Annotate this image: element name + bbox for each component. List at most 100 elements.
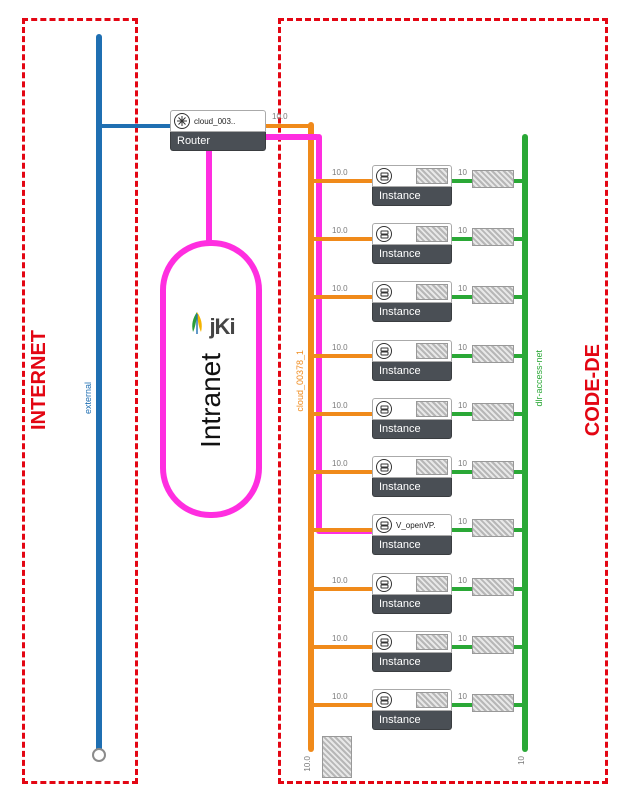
- zone-internet-label: INTERNET: [28, 330, 51, 430]
- instance-node[interactable]: Instance: [372, 631, 452, 672]
- server-icon: [376, 284, 392, 300]
- stub-private-left: [314, 587, 372, 591]
- instance-node[interactable]: Instance: [372, 456, 452, 497]
- instance-name-obscured: [416, 343, 448, 359]
- instance-head: [372, 223, 452, 245]
- instance-head: [372, 631, 452, 653]
- instance-body-label: Instance: [372, 653, 452, 672]
- instance-body-label: Instance: [372, 478, 452, 497]
- stub-access-right-ip: 10: [458, 401, 467, 410]
- instance-node[interactable]: Instance: [372, 340, 452, 381]
- instance-head: [372, 340, 452, 362]
- instance-node[interactable]: Instance: [372, 689, 452, 730]
- stub-private-left-ip: 10.0: [332, 692, 348, 701]
- instance-head: [372, 573, 452, 595]
- jki-logo-text: jKi: [209, 314, 234, 340]
- instance-head: [372, 398, 452, 420]
- instance-body-label: Instance: [372, 187, 452, 206]
- stub-private-left: [314, 470, 372, 474]
- instance-head: V_openVP.: [372, 514, 452, 536]
- server-icon: [376, 226, 392, 242]
- server-icon: [376, 576, 392, 592]
- server-icon: [376, 634, 392, 650]
- stub-access-right-obscured: [472, 519, 514, 537]
- instance-body-label: Instance: [372, 245, 452, 264]
- instance-node[interactable]: Instance: [372, 398, 452, 439]
- bus-access-label: dlr-access-net: [534, 350, 544, 407]
- stub-private-left: [314, 645, 372, 649]
- stub-private-left: [314, 237, 372, 241]
- stub-access-right-ip: 10: [458, 459, 467, 468]
- instance-body-label: Instance: [372, 536, 452, 555]
- server-icon: [376, 692, 392, 708]
- bus-private-label: cloud_00378_1: [295, 350, 305, 412]
- bus-private-bottom-ip: 10.0: [303, 756, 312, 772]
- stub-private-left-ip: 10.0: [332, 634, 348, 643]
- server-icon: [376, 517, 392, 533]
- stub-private-left-ip: 10.0: [332, 226, 348, 235]
- stub-private-to-router-ip: 10.0: [272, 112, 288, 121]
- bus-external: [96, 34, 102, 752]
- bus-external-endpoint-dot: [92, 748, 106, 762]
- zone-codede-label: CODE-DE: [582, 344, 605, 436]
- instance-name: V_openVP.: [396, 521, 448, 530]
- instance-body-label: Instance: [372, 303, 452, 322]
- stub-access-right-obscured: [472, 461, 514, 479]
- router-head: cloud_003..: [170, 110, 266, 132]
- bus-external-label: external: [83, 382, 93, 414]
- router-node[interactable]: cloud_003.. Router: [170, 110, 266, 151]
- stub-access-right-ip: 10: [458, 692, 467, 701]
- instance-name-obscured: [416, 459, 448, 475]
- instance-body-label: Instance: [372, 362, 452, 381]
- vpn-link-router-to-intranet: [206, 140, 212, 244]
- stub-access-right-ip: 10: [458, 634, 467, 643]
- stub-private-left-ip: 10.0: [332, 168, 348, 177]
- instance-head: [372, 165, 452, 187]
- instance-name-obscured: [416, 576, 448, 592]
- instance-body-label: Instance: [372, 711, 452, 730]
- instance-head: [372, 456, 452, 478]
- instance-node[interactable]: Instance: [372, 573, 452, 614]
- stub-private-left: [314, 703, 372, 707]
- instance-name-obscured: [416, 692, 448, 708]
- stub-access-right-obscured: [472, 403, 514, 421]
- router-body-label: Router: [170, 132, 266, 151]
- stub-access-right-obscured: [472, 345, 514, 363]
- instance-head: [372, 281, 452, 303]
- stub-private-left-ip: 10.0: [332, 401, 348, 410]
- server-icon: [376, 343, 392, 359]
- instance-node[interactable]: Instance: [372, 165, 452, 206]
- topology-diagram: INTERNET CODE-DE external cloud_00378_1 …: [0, 0, 624, 800]
- stub-access-right-obscured: [472, 578, 514, 596]
- stub-access-right-obscured: [472, 170, 514, 188]
- stub-private-left: [314, 295, 372, 299]
- bus-access: [522, 134, 528, 752]
- jki-logo: jKi: [187, 310, 234, 343]
- stub-private-left: [314, 354, 372, 358]
- server-icon: [376, 401, 392, 417]
- server-icon: [376, 168, 392, 184]
- instance-body-label: Instance: [372, 420, 452, 439]
- instance-name-obscured: [416, 168, 448, 184]
- stub-private-left: [314, 528, 372, 532]
- stub-access-right-ip: 10: [458, 168, 467, 177]
- intranet-label: Intranet: [195, 353, 227, 448]
- instance-head: [372, 689, 452, 711]
- jki-leaf-icon: [187, 310, 207, 343]
- stub-private-left-ip: 10.0: [332, 576, 348, 585]
- stub-access-right-obscured: [472, 286, 514, 304]
- stub-access-right-obscured: [472, 694, 514, 712]
- stub-external-to-router: [102, 124, 172, 128]
- stub-private-left: [314, 179, 372, 183]
- stub-private-left-ip: 10.0: [332, 459, 348, 468]
- stub-access-right-obscured: [472, 228, 514, 246]
- router-name: cloud_003..: [194, 117, 262, 126]
- bus-private: [308, 122, 314, 752]
- stub-access-right-ip: 10: [458, 576, 467, 585]
- instance-node[interactable]: Instance: [372, 281, 452, 322]
- stub-access-right-ip: 10: [458, 226, 467, 235]
- stub-access-right-obscured: [472, 636, 514, 654]
- instance-node[interactable]: Instance: [372, 223, 452, 264]
- instance-node-vpn[interactable]: V_openVP. Instance: [372, 514, 452, 555]
- stub-access-right-ip: 10: [458, 517, 467, 526]
